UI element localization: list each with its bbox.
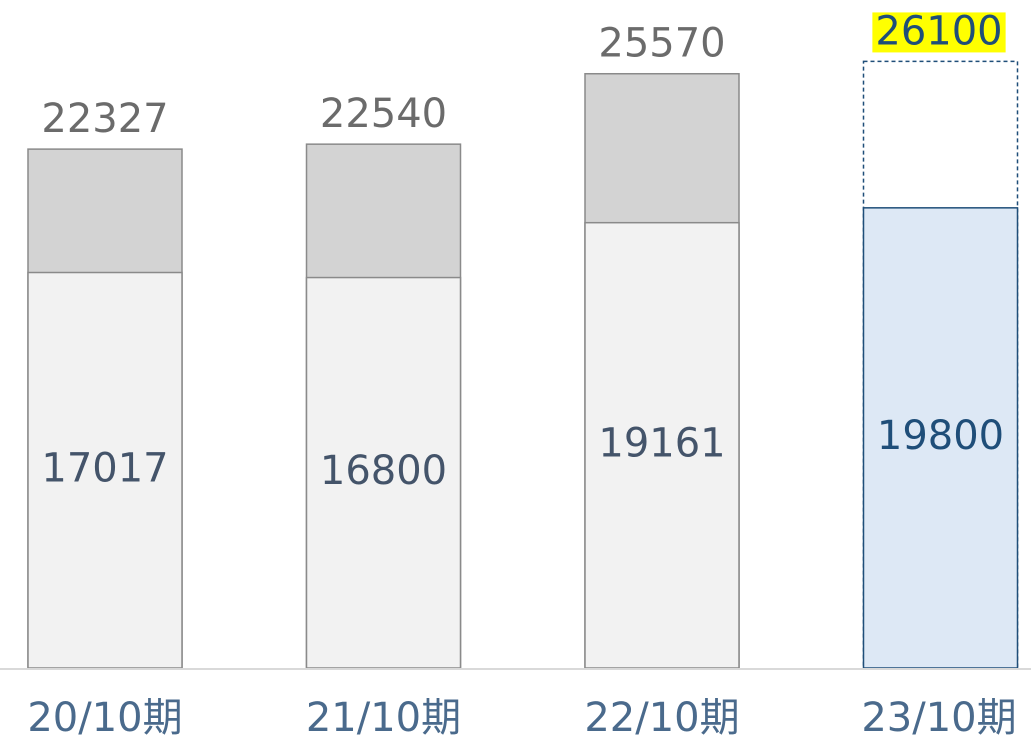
x-tick-label: 21/10期 bbox=[306, 695, 461, 741]
base-label: 19800 bbox=[877, 413, 1004, 459]
x-tick-label: 23/10期 bbox=[861, 695, 1016, 741]
total-label: 22327 bbox=[41, 96, 168, 142]
base-bar bbox=[305, 276, 462, 669]
total-label: 22540 bbox=[320, 91, 447, 137]
base-bar bbox=[584, 221, 740, 669]
x-tick-label: 20/10期 bbox=[27, 695, 182, 741]
total-label: 26100 bbox=[875, 8, 1002, 54]
label-highlight bbox=[872, 12, 1006, 53]
total-label: 25570 bbox=[598, 21, 725, 67]
x-tick-label: 22/10期 bbox=[584, 695, 739, 741]
base-label: 16800 bbox=[320, 448, 447, 494]
base-bar bbox=[27, 271, 183, 669]
base-label: 19161 bbox=[598, 420, 725, 466]
base-bar bbox=[862, 207, 1019, 669]
base-label: 17017 bbox=[41, 445, 168, 491]
